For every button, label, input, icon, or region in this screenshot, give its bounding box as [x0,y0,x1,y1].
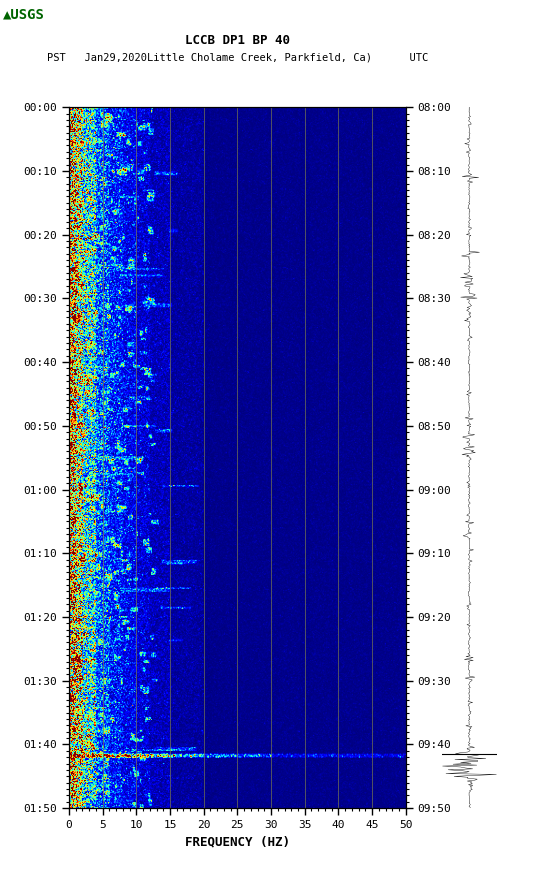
Text: PST   Jan29,2020Little Cholame Creek, Parkfield, Ca)      UTC: PST Jan29,2020Little Cholame Creek, Park… [47,52,428,63]
Text: ▲USGS: ▲USGS [3,7,45,21]
Text: LCCB DP1 BP 40: LCCB DP1 BP 40 [185,34,290,46]
X-axis label: FREQUENCY (HZ): FREQUENCY (HZ) [185,836,290,848]
